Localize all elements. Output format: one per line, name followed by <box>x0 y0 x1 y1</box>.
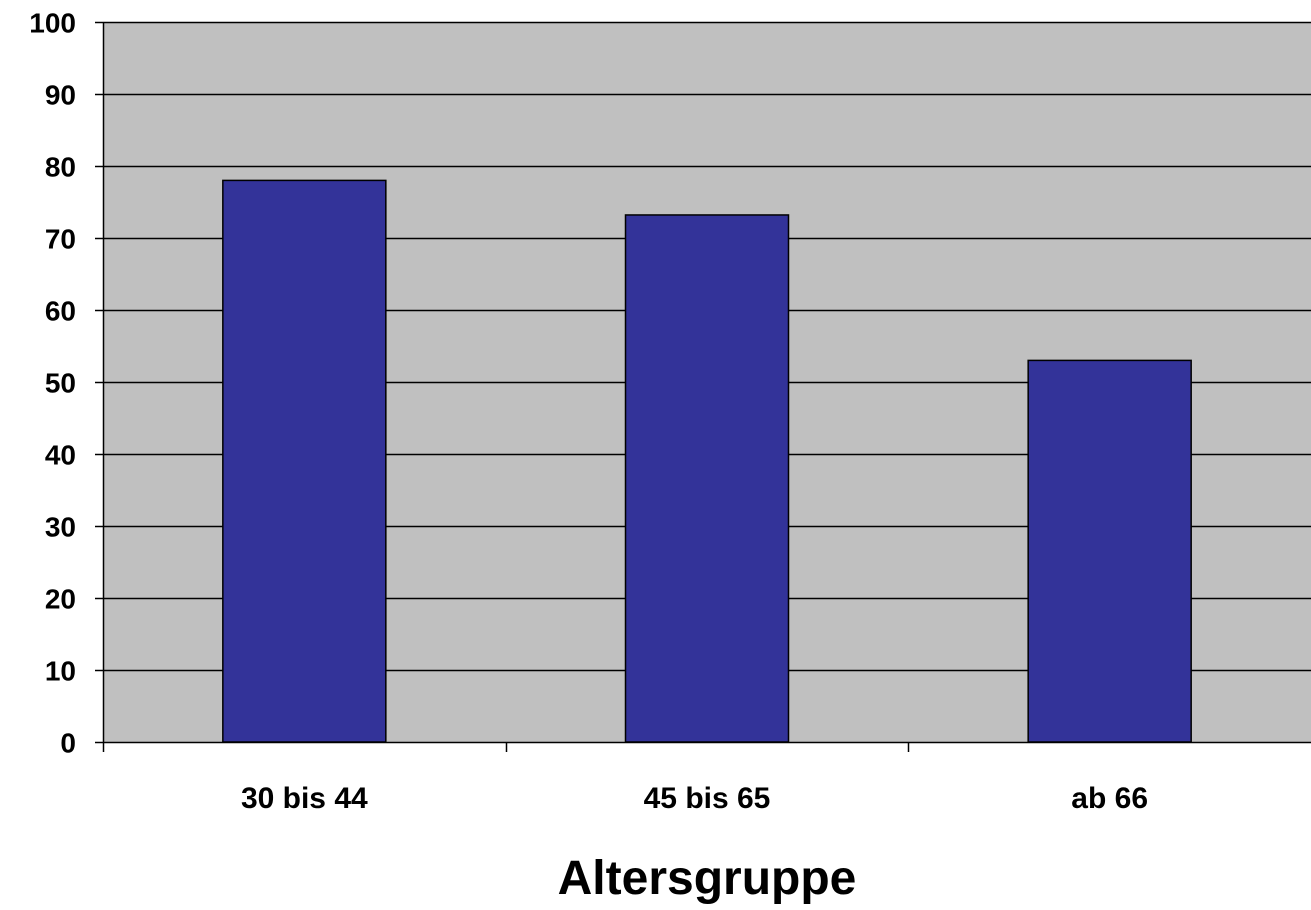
axes <box>95 21 1311 752</box>
y-tick-label: 50 <box>45 368 76 399</box>
y-tick-label: 70 <box>45 224 76 255</box>
x-tick-label: 30 bis 44 <box>241 782 368 815</box>
bar-ab-66 <box>1027 359 1192 743</box>
x-tick-label: 45 bis 65 <box>644 782 771 815</box>
bars <box>222 179 1192 743</box>
y-tick-label: 80 <box>45 152 76 183</box>
y-tick-label: 40 <box>45 440 76 471</box>
y-tick-label: 100 <box>29 8 76 39</box>
y-tick-label: 20 <box>45 584 76 615</box>
x-axis-title: Altersgruppe <box>558 852 857 905</box>
y-tick-label: 0 <box>60 728 76 759</box>
bar-45-bis-65 <box>624 214 790 743</box>
x-tick-labels: 30 bis 44 45 bis 65 ab 66 <box>241 782 1148 815</box>
y-tick-label: 10 <box>45 656 76 687</box>
y-tick-label: 90 <box>45 80 76 111</box>
x-tick-label: ab 66 <box>1071 782 1148 815</box>
bar-30-bis-44 <box>222 179 387 743</box>
y-tick-labels: 0 10 20 30 40 50 60 70 80 90 100 <box>29 8 76 759</box>
y-tick-label: 30 <box>45 512 76 543</box>
y-tick-label: 60 <box>45 296 76 327</box>
